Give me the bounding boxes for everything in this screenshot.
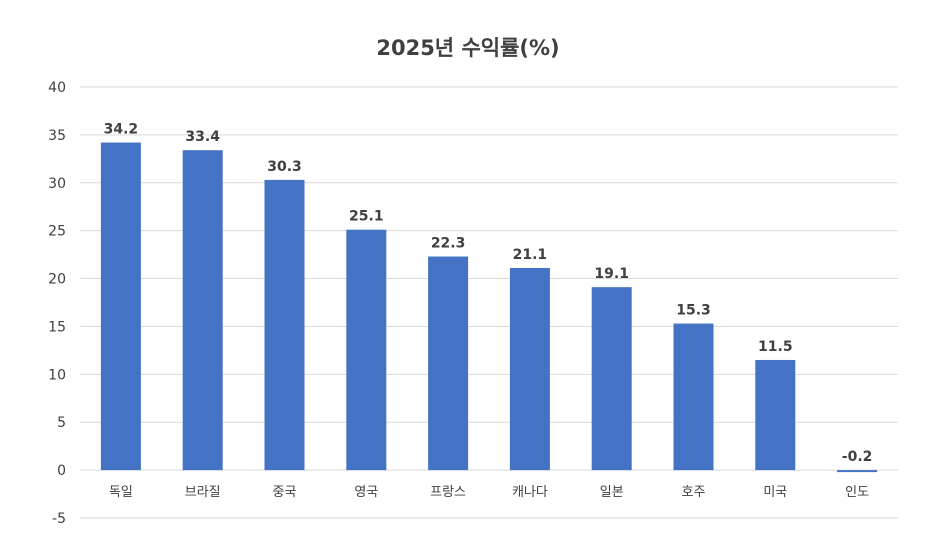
data-labels: 34.2 33.4 30.3 25.1 22.3 21.1 19.1 15.3 11.5 -0.2 [104, 122, 873, 466]
bars [100, 142, 878, 473]
bar [428, 256, 469, 471]
y-tick-label: 30 [48, 176, 66, 192]
y-axis-ticks: 40 35 30 25 20 15 10 5 0 -5 [48, 80, 66, 527]
data-label: 11.5 [758, 339, 793, 355]
chart-title: 2025년 수익률(%) [376, 36, 560, 60]
y-tick-label: 0 [57, 463, 66, 479]
y-tick-label: 40 [48, 80, 66, 96]
y-tick-label: 15 [48, 319, 66, 335]
bar [673, 323, 714, 471]
data-label: 25.1 [349, 209, 384, 225]
data-label: 34.2 [104, 122, 139, 138]
data-label: 21.1 [513, 247, 548, 263]
x-category-label: 인도 [845, 485, 869, 500]
y-tick-label: 25 [48, 224, 66, 240]
y-tick-label: 5 [57, 415, 66, 431]
bar [837, 470, 878, 473]
x-category-label: 캐나다 [512, 485, 548, 500]
data-label: -0.2 [842, 449, 873, 465]
bar [264, 179, 305, 471]
bar [755, 359, 796, 471]
y-tick-label: 35 [48, 128, 66, 144]
x-category-label: 중국 [273, 485, 297, 500]
bar [100, 142, 141, 471]
y-tick-label: 10 [48, 367, 66, 383]
x-category-label: 브라질 [185, 485, 221, 500]
x-category-label: 영국 [354, 485, 378, 500]
data-label: 33.4 [185, 129, 220, 145]
bar [182, 150, 223, 471]
bar [509, 268, 550, 471]
x-category-label: 호주 [682, 485, 706, 500]
x-category-label: 독일 [109, 485, 133, 500]
data-label: 30.3 [267, 159, 302, 175]
data-label: 22.3 [431, 236, 466, 252]
bar [346, 229, 387, 471]
data-label: 15.3 [676, 303, 711, 319]
x-category-label: 일본 [600, 485, 624, 500]
y-tick-label: 20 [48, 272, 66, 288]
data-label: 19.1 [594, 266, 629, 282]
y-tick-label: -5 [52, 511, 66, 527]
x-category-label: 프랑스 [430, 485, 466, 500]
x-axis-categories: 독일 브라질 중국 영국 프랑스 캐나다 일본 호주 미국 인도 [109, 485, 869, 500]
x-category-label: 미국 [763, 485, 787, 500]
bar [591, 287, 632, 471]
